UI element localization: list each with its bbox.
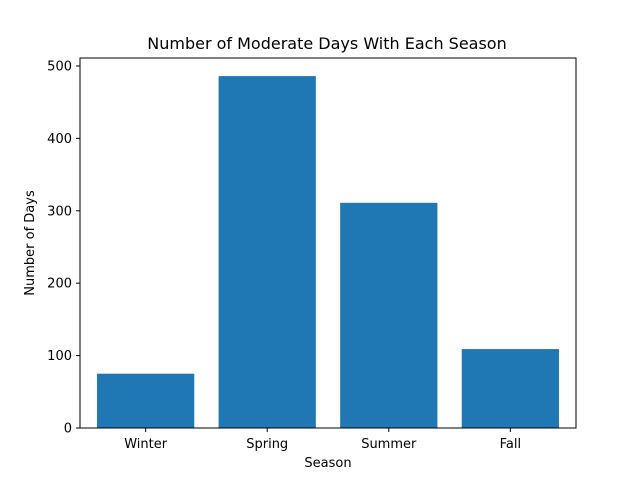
y-tick-label-400: 400 (47, 132, 72, 147)
x-axis-ticks: Winter Spring Summer Fall (124, 428, 521, 452)
y-tick-label-200: 200 (47, 277, 72, 292)
bar-fall (461, 349, 559, 428)
y-axis-ticks: 0 100 200 300 400 500 (47, 59, 80, 437)
y-tick-label-500: 500 (47, 59, 72, 74)
bar-spring (218, 76, 316, 429)
y-tick-label-300: 300 (47, 204, 72, 219)
y-tick-label-0: 0 (64, 422, 72, 437)
x-tick-label-fall: Fall (500, 437, 521, 452)
bars-layer (97, 76, 559, 429)
x-tick-label-spring: Spring (246, 437, 288, 452)
plot-frame (79, 57, 577, 429)
y-tick-label-100: 100 (47, 349, 72, 364)
x-axis-label: Season (304, 456, 351, 471)
bar-summer (340, 202, 438, 428)
y-axis-label: Number of Days (23, 190, 38, 296)
x-tick-label-summer: Summer (361, 437, 417, 452)
x-tick-label-winter: Winter (124, 437, 168, 452)
chart-title: Number of Moderate Days With Each Season (147, 34, 506, 53)
bar-winter (97, 373, 195, 428)
